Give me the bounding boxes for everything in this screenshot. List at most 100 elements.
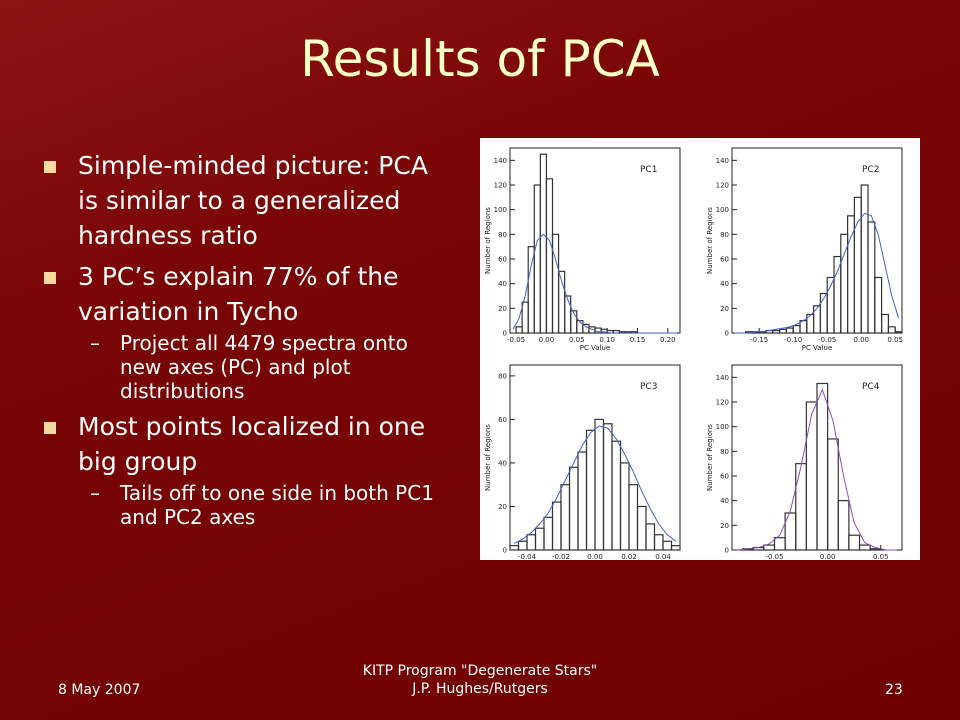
histogram-bar (534, 527, 545, 551)
x-tick-label: 0.05 (873, 553, 889, 560)
x-tick-label: -0.04 (518, 553, 537, 560)
x-tick-label: -0.10 (784, 336, 802, 344)
histogram-bar (515, 326, 523, 334)
x-tick-label: 0.04 (655, 553, 671, 560)
histogram-bar (564, 295, 572, 334)
histogram-bar (792, 325, 801, 334)
y-tick-label: 140 (494, 157, 507, 165)
x-axis-label: PC Value (580, 344, 611, 352)
histogram-bar (517, 540, 528, 551)
fit-curve (735, 212, 900, 334)
histogram-bar (602, 423, 613, 551)
histogram-bar (551, 501, 562, 551)
histogram-bar (662, 540, 673, 551)
x-tick-label: -0.15 (750, 336, 768, 344)
histogram-bar (833, 255, 842, 334)
y-tick-label: 120 (494, 182, 507, 190)
histogram-bar (509, 545, 520, 551)
histogram-bar (533, 184, 541, 334)
histogram-bar (628, 484, 639, 551)
y-tick-label: 20 (720, 305, 729, 313)
fit-curve (737, 388, 897, 551)
x-tick-label: -0.05 (765, 553, 783, 560)
fit-curve (514, 425, 677, 544)
x-tick-label: 0.02 (621, 553, 637, 560)
x-axis-label: PC Value (802, 344, 833, 352)
histogram-bar (521, 301, 529, 334)
y-tick-label: 80 (498, 372, 507, 380)
histogram-bar (773, 537, 786, 551)
plot-frame (731, 147, 903, 334)
x-tick-label: 0.15 (630, 336, 646, 344)
slide-title: Results of PCA (300, 30, 660, 88)
histogram-bar (611, 440, 622, 551)
x-tick-label: 0.10 (599, 336, 615, 344)
y-tick-label: 60 (720, 473, 729, 481)
panel-label: PC3 (640, 382, 657, 392)
histogram-bar (858, 544, 871, 551)
panel-label: PC4 (862, 382, 880, 392)
y-tick-label: 100 (494, 206, 507, 214)
y-tick-label: 140 (716, 374, 729, 382)
footer-line: KITP Program "Degenerate Stars" (362, 663, 598, 679)
y-tick-label: 100 (716, 206, 729, 214)
histogram-bar (894, 331, 903, 334)
bullet: Project all 4479 spectra onto new axes (… (40, 331, 455, 403)
histogram-bar (763, 544, 776, 551)
histogram-bar (645, 523, 656, 551)
y-tick-label: 80 (720, 448, 729, 456)
x-tick-label: 0.00 (587, 553, 603, 560)
x-tick-label: -0.05 (507, 336, 525, 344)
x-tick-label: 0.05 (569, 336, 585, 344)
histogram-bar (819, 292, 828, 334)
histogram-bar (827, 438, 839, 551)
y-tick-label: 140 (716, 157, 729, 165)
histogram-bar (619, 462, 630, 551)
y-tick-label: 40 (498, 459, 507, 467)
histogram-bar (543, 516, 554, 551)
y-tick-label: 60 (720, 256, 729, 264)
histogram-bar (772, 329, 781, 334)
plot-frame (509, 147, 681, 334)
x-tick-label: 0.05 (887, 336, 903, 344)
histogram-bar (860, 184, 869, 334)
histogram-bar (636, 505, 647, 551)
histogram-bar (560, 484, 571, 551)
histogram-bar (785, 327, 794, 334)
histogram-bar (527, 246, 535, 334)
footer-date: 8 May 2007 (58, 682, 141, 698)
histogram-bar (577, 451, 588, 551)
y-tick-label: 100 (716, 423, 729, 431)
histogram-bar (779, 328, 788, 334)
x-tick-label: 0.00 (853, 336, 869, 344)
histogram-bar (869, 548, 882, 551)
histogram-bar (526, 534, 537, 551)
y-tick-label: 40 (720, 497, 729, 505)
histogram-bar (795, 463, 807, 551)
fit-curve (512, 233, 677, 334)
y-tick-label: 120 (716, 399, 729, 407)
panel-label: PC1 (640, 165, 657, 175)
y-tick-label: 60 (498, 256, 507, 264)
bullet: Most points localized in one big group (40, 409, 455, 479)
y-tick-label: 0 (725, 547, 729, 555)
y-axis-label: Number of Regions (484, 207, 492, 274)
x-tick-label: 0.00 (539, 336, 555, 344)
histogram-bar (585, 429, 596, 551)
y-tick-label: 80 (720, 231, 729, 239)
histogram-bar (867, 221, 876, 334)
histogram-bar (881, 313, 890, 334)
y-axis-label: Number of Regions (484, 424, 492, 491)
y-tick-label: 20 (498, 503, 507, 511)
histogram-bar (813, 305, 822, 334)
y-tick-label: 40 (720, 280, 729, 288)
x-tick-label: 0.20 (660, 336, 676, 344)
histogram-panels: -0.05 0.00 0.05 0.10 0.15 0.20 0 20 40 60 80 100 120… (484, 147, 903, 569)
y-tick-label: 20 (498, 305, 507, 313)
bullet-list: Simple-minded picture: PCA is similar to… (40, 142, 455, 529)
histogram-bar (551, 233, 560, 334)
y-axis-label: Number of Regions (706, 207, 714, 274)
y-tick-label: 60 (498, 416, 507, 424)
bullet: Simple-minded picture: PCA is similar to… (40, 148, 455, 253)
